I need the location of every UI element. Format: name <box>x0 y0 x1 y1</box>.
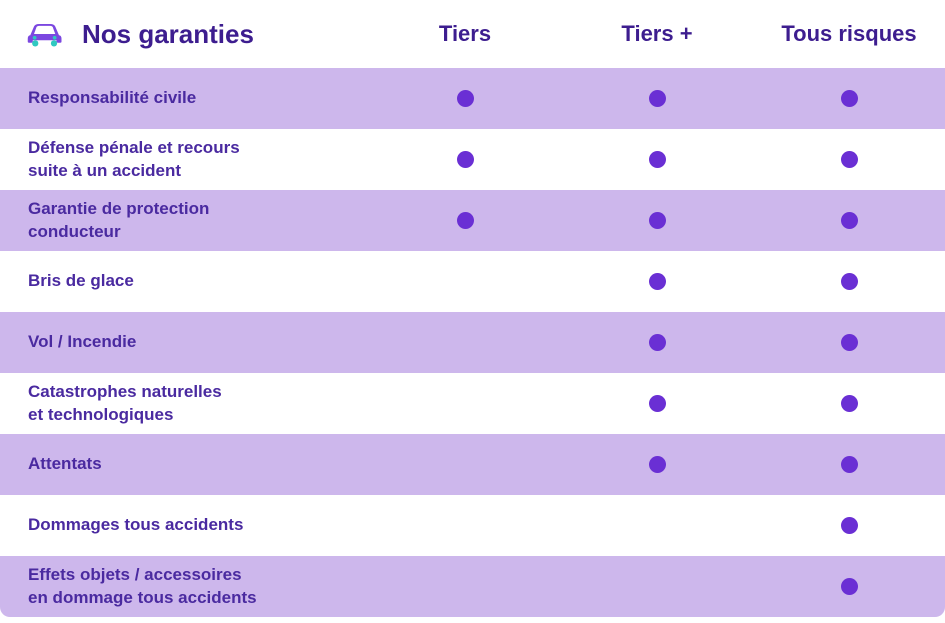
column-header-tiers: Tiers <box>369 21 561 47</box>
row-columns <box>369 273 945 290</box>
table-title: Nos garanties <box>82 19 254 50</box>
row-cell <box>369 517 561 534</box>
row-label: Défense pénale et recourssuite à un acci… <box>28 137 369 181</box>
row-cell <box>369 578 561 595</box>
row-columns <box>369 151 945 168</box>
table-row: Catastrophes naturelleset technologiques <box>0 373 945 434</box>
row-cell <box>561 578 753 595</box>
included-dot-icon <box>841 395 858 412</box>
row-cell <box>561 151 753 168</box>
included-dot-icon <box>841 151 858 168</box>
included-dot-icon <box>649 395 666 412</box>
row-cell <box>369 395 561 412</box>
included-dot-icon <box>649 212 666 229</box>
table-row: Bris de glace <box>0 251 945 312</box>
row-cell <box>369 90 561 107</box>
row-label: Bris de glace <box>28 270 369 292</box>
included-dot-icon <box>649 456 666 473</box>
included-dot-icon <box>841 456 858 473</box>
row-columns <box>369 517 945 534</box>
row-cell <box>753 212 945 229</box>
row-cell <box>369 212 561 229</box>
column-header-tiers-plus: Tiers + <box>561 21 753 47</box>
included-dot-icon <box>841 90 858 107</box>
included-dot-icon <box>841 334 858 351</box>
row-cell <box>561 517 753 534</box>
included-dot-icon <box>649 334 666 351</box>
row-columns <box>369 578 945 595</box>
row-cell <box>369 273 561 290</box>
guarantees-table: Nos garanties Tiers Tiers + Tous risques… <box>0 0 945 617</box>
header-columns: Tiers Tiers + Tous risques <box>369 21 945 47</box>
row-cell <box>753 90 945 107</box>
table-row: Effets objets / accessoiresen dommage to… <box>0 556 945 617</box>
included-dot-icon <box>649 90 666 107</box>
car-icon <box>24 14 64 54</box>
included-dot-icon <box>649 151 666 168</box>
row-columns <box>369 90 945 107</box>
row-cell <box>561 273 753 290</box>
column-header-tous-risques: Tous risques <box>753 21 945 47</box>
table-row: Vol / Incendie <box>0 312 945 373</box>
table-row: Attentats <box>0 434 945 495</box>
row-cell <box>561 212 753 229</box>
included-dot-icon <box>841 517 858 534</box>
row-cell <box>753 273 945 290</box>
row-cell <box>369 334 561 351</box>
row-label: Vol / Incendie <box>28 331 369 353</box>
table-row: Défense pénale et recourssuite à un acci… <box>0 129 945 190</box>
row-columns <box>369 334 945 351</box>
row-label: Responsabilité civile <box>28 87 369 109</box>
table-row: Dommages tous accidents <box>0 495 945 556</box>
row-cell <box>561 395 753 412</box>
row-cell <box>561 334 753 351</box>
row-cell <box>753 395 945 412</box>
row-label: Catastrophes naturelleset technologiques <box>28 381 369 425</box>
row-columns <box>369 212 945 229</box>
table-row: Garantie de protectionconducteur <box>0 190 945 251</box>
row-label: Effets objets / accessoiresen dommage to… <box>28 564 369 608</box>
table-row: Responsabilité civile <box>0 68 945 129</box>
row-cell <box>369 151 561 168</box>
row-columns <box>369 456 945 473</box>
included-dot-icon <box>457 90 474 107</box>
included-dot-icon <box>841 212 858 229</box>
included-dot-icon <box>649 273 666 290</box>
row-label: Attentats <box>28 453 369 475</box>
included-dot-icon <box>457 212 474 229</box>
row-cell <box>561 90 753 107</box>
row-cell <box>753 517 945 534</box>
row-cell <box>369 456 561 473</box>
row-label: Dommages tous accidents <box>28 514 369 536</box>
included-dot-icon <box>841 273 858 290</box>
table-header-row: Nos garanties Tiers Tiers + Tous risques <box>0 0 945 68</box>
included-dot-icon <box>841 578 858 595</box>
row-cell <box>753 334 945 351</box>
included-dot-icon <box>457 151 474 168</box>
row-cell <box>753 151 945 168</box>
row-cell <box>753 456 945 473</box>
row-cell <box>753 578 945 595</box>
row-label: Garantie de protectionconducteur <box>28 198 369 242</box>
row-cell <box>561 456 753 473</box>
header-left: Nos garanties <box>24 14 369 54</box>
row-columns <box>369 395 945 412</box>
